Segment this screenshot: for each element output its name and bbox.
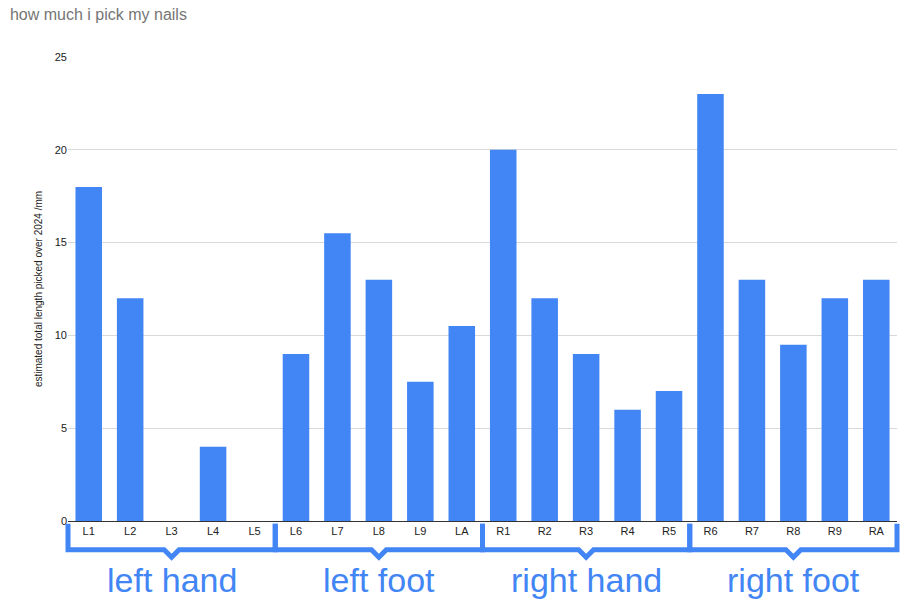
- svg-text:5: 5: [61, 422, 67, 434]
- svg-text:R7: R7: [745, 525, 759, 537]
- svg-text:25: 25: [55, 51, 67, 63]
- svg-text:L5: L5: [248, 525, 260, 537]
- svg-text:L7: L7: [331, 525, 343, 537]
- svg-text:R6: R6: [703, 525, 717, 537]
- svg-text:R1: R1: [496, 525, 510, 537]
- svg-text:right hand: right hand: [511, 561, 662, 599]
- svg-text:left foot: left foot: [323, 561, 435, 599]
- svg-text:L3: L3: [166, 525, 178, 537]
- svg-text:R5: R5: [662, 525, 676, 537]
- svg-text:right foot: right foot: [727, 561, 860, 599]
- svg-text:R2: R2: [538, 525, 552, 537]
- svg-text:R4: R4: [621, 525, 635, 537]
- svg-text:L9: L9: [414, 525, 426, 537]
- svg-text:R3: R3: [579, 525, 593, 537]
- svg-text:L6: L6: [290, 525, 302, 537]
- svg-text:L2: L2: [124, 525, 136, 537]
- svg-text:how much i pick my nails: how much i pick my nails: [10, 6, 187, 23]
- svg-text:estimated total length picked: estimated total length picked over 2024 …: [33, 191, 44, 387]
- svg-text:20: 20: [55, 144, 67, 156]
- svg-text:10: 10: [55, 329, 67, 341]
- svg-text:L8: L8: [373, 525, 385, 537]
- svg-text:15: 15: [55, 236, 67, 248]
- svg-text:LA: LA: [455, 525, 469, 537]
- svg-text:L1: L1: [83, 525, 95, 537]
- svg-text:0: 0: [61, 515, 67, 527]
- svg-text:L4: L4: [207, 525, 219, 537]
- svg-text:R9: R9: [828, 525, 842, 537]
- svg-text:RA: RA: [869, 525, 885, 537]
- svg-text:left hand: left hand: [107, 561, 237, 599]
- svg-text:R8: R8: [786, 525, 800, 537]
